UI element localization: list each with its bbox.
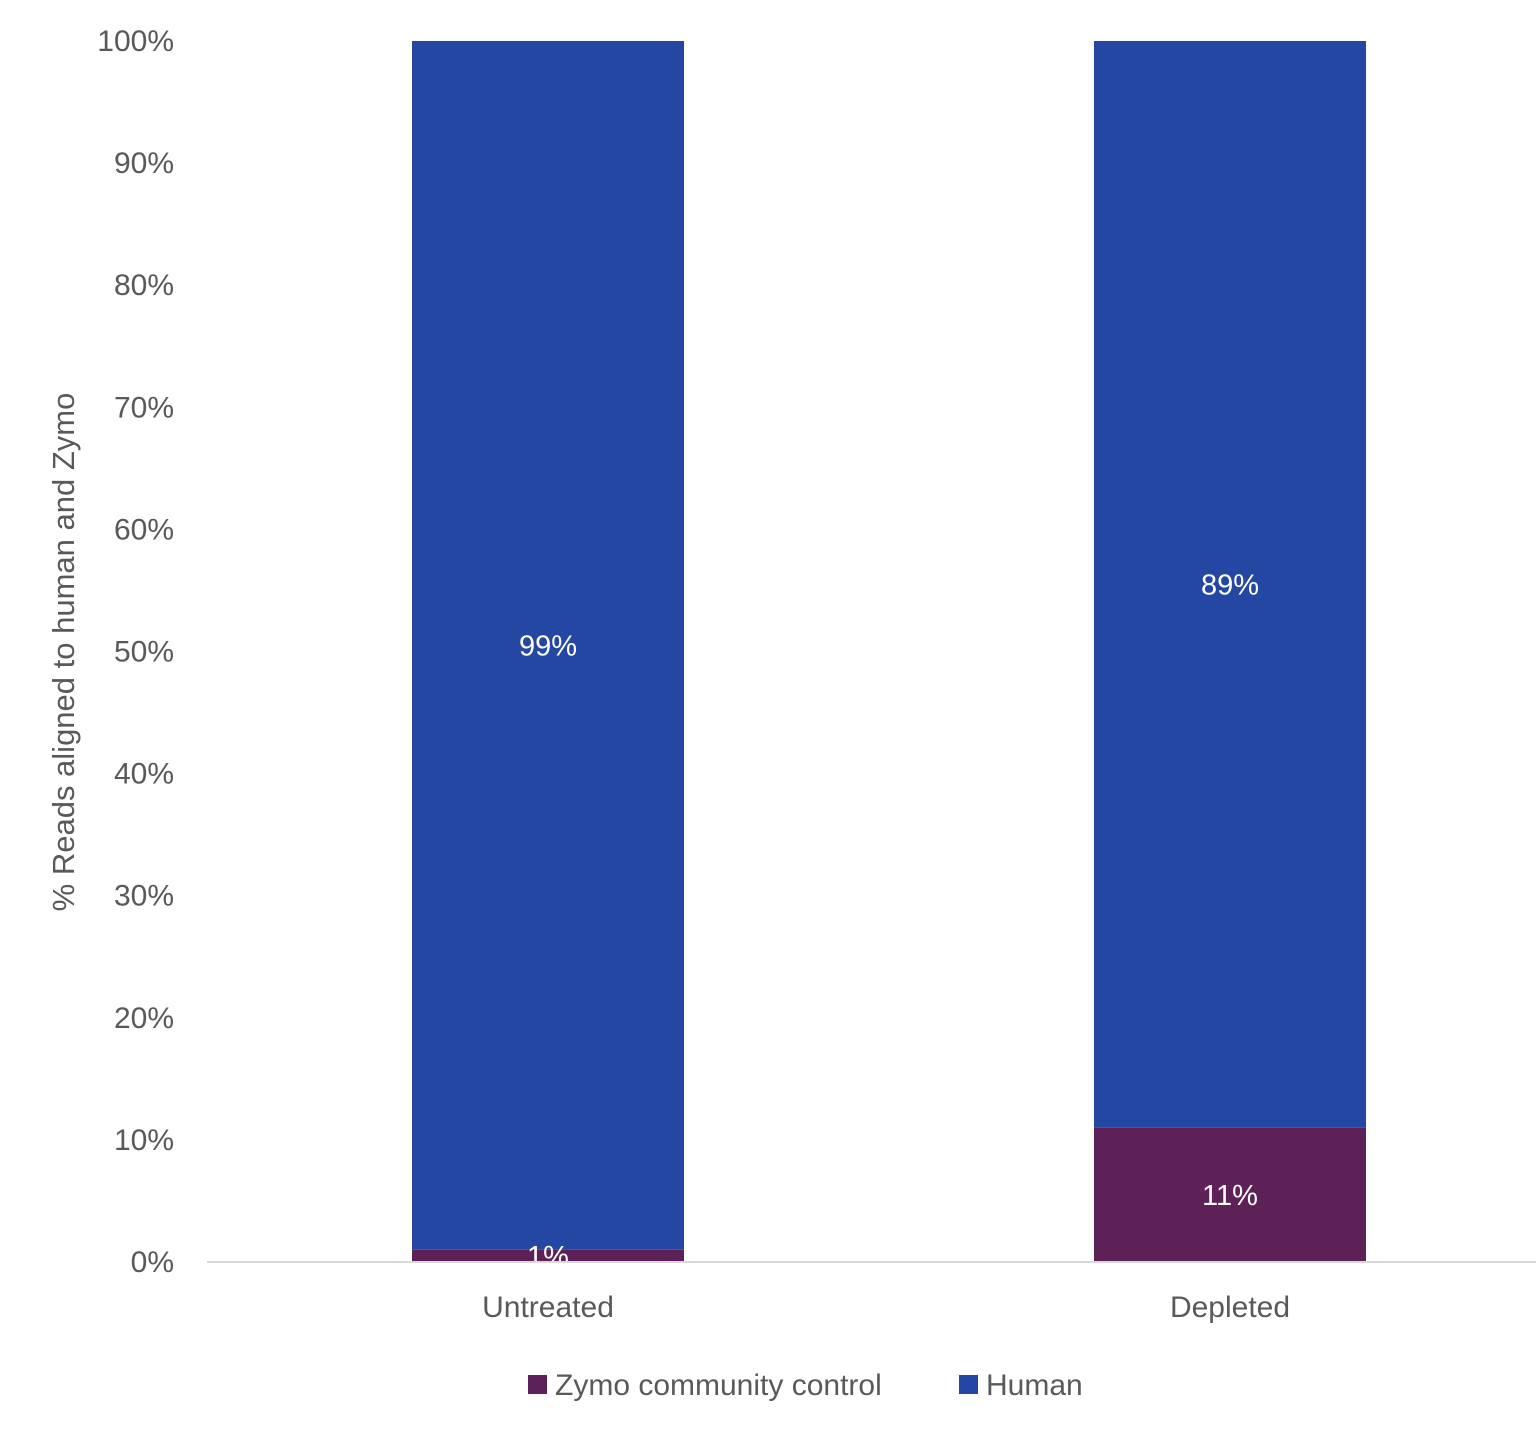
data-label: 11% — [1202, 1180, 1258, 1212]
bar-segment-human — [1094, 41, 1366, 1128]
bars: 1% 99% 11% 89% — [412, 41, 1366, 1273]
legend-label: Human — [986, 1369, 1083, 1402]
y-axis-title: % Reads aligned to human and Zymo — [46, 393, 81, 912]
y-tick-label: 30% — [114, 880, 174, 913]
y-tick-label: 90% — [114, 147, 174, 180]
legend-swatch — [528, 1375, 547, 1394]
data-label: 1% — [527, 1241, 569, 1273]
legend-label: Zymo community control — [555, 1369, 882, 1402]
bar-segment-zymo — [412, 1249, 684, 1262]
category-label: Untreated — [482, 1291, 614, 1324]
y-tick-label: 40% — [114, 758, 174, 791]
y-tick-label: 60% — [114, 513, 174, 546]
legend-swatch — [959, 1375, 978, 1394]
y-tick-labels: 0% 10% 20% 30% 40% 50% 60% 70% 80% 90% 100% — [97, 25, 174, 1279]
legend: Zymo community control Human — [528, 1369, 1083, 1402]
data-label: 89% — [1201, 569, 1259, 601]
y-tick-label: 80% — [114, 269, 174, 302]
y-tick-label: 20% — [114, 1002, 174, 1035]
data-label: 99% — [519, 630, 577, 662]
y-tick-label: 0% — [131, 1246, 174, 1279]
bar-segment-zymo — [1094, 1127, 1366, 1262]
category-labels: Untreated Depleted — [482, 1291, 1290, 1324]
y-tick-label: 70% — [114, 391, 174, 424]
y-tick-label: 50% — [114, 636, 174, 669]
bar-segment-human — [412, 41, 684, 1250]
y-tick-label: 100% — [97, 25, 174, 58]
y-tick-label: 10% — [114, 1124, 174, 1157]
category-label: Depleted — [1170, 1291, 1290, 1324]
